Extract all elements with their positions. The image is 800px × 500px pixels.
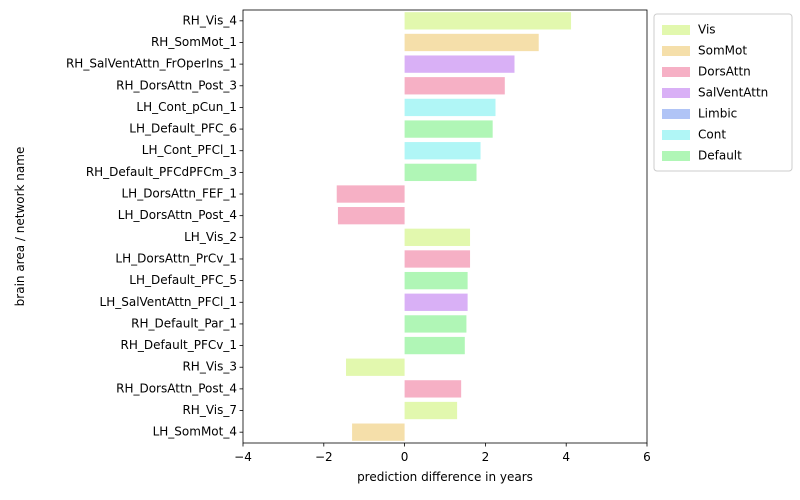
y-tick-label: LH_DorsAttn_PrCv_1 — [115, 251, 237, 265]
bar-RH_SalVentAttn_FrOperIns_1 — [404, 55, 515, 73]
y-tick-label: LH_DorsAttn_FEF_1 — [121, 187, 237, 201]
y-tick-label: RH_Default_PFCv_1 — [121, 338, 237, 352]
y-tick-label: LH_Vis_2 — [184, 230, 237, 244]
bar-RH_Vis_7 — [404, 401, 458, 420]
y-axis-ticks: RH_Vis_4 RH_SomMot_1 RH_SalVentAttn_FrOper… — [66, 13, 243, 439]
legend-label-Limbic: Limbic — [698, 107, 737, 121]
bar-LH_SomMot_4 — [352, 423, 405, 441]
y-tick-label: RH_Vis_4 — [182, 13, 237, 27]
y-tick-label: RH_SomMot_1 — [151, 35, 237, 49]
y-tick-label: RH_DorsAttn_Post_4 — [116, 381, 237, 395]
bar-RH_DorsAttn_Post_3 — [404, 77, 505, 95]
y-tick-label: LH_DorsAttn_Post_4 — [118, 208, 237, 222]
y-tick-label: LH_Cont_pCun_1 — [136, 100, 237, 114]
y-tick-label: LH_SalVentAttn_PFCl_1 — [100, 295, 237, 309]
bar-RH_Vis_3 — [346, 358, 405, 376]
x-tick-label: 0 — [401, 450, 409, 464]
x-axis-ticks: −4 −2 0 2 4 6 — [234, 443, 651, 464]
x-tick-label: −2 — [315, 450, 333, 464]
x-tick-label: 4 — [562, 450, 570, 464]
bar-RH_Default_Par_1 — [404, 315, 467, 333]
legend-label-Cont: Cont — [698, 128, 726, 142]
y-tick-label: RH_SalVentAttn_FrOperIns_1 — [66, 57, 237, 71]
legend-label-SalVentAttn: SalVentAttn — [698, 86, 768, 100]
bar-LH_Vis_2 — [404, 228, 471, 246]
bar-RH_Vis_4 — [404, 12, 572, 30]
legend-label-SomMot: SomMot — [698, 44, 747, 58]
y-tick-label: RH_Default_PFCdPFCm_3 — [86, 165, 237, 179]
bar-LH_Default_PFC_6 — [404, 120, 493, 138]
legend-label-Default: Default — [698, 149, 742, 163]
bar-RH_SomMot_1 — [404, 33, 539, 52]
y-tick-label: RH_Vis_3 — [182, 360, 237, 374]
y-tick-label: RH_Default_Par_1 — [131, 316, 237, 330]
legend-swatch-Vis — [662, 25, 690, 35]
legend-swatch-Cont — [662, 130, 690, 140]
bar-LH_Cont_pCun_1 — [404, 98, 496, 117]
legend-label-Vis: Vis — [698, 23, 716, 37]
y-axis-label: brain area / network name — [13, 147, 27, 307]
bar-LH_Cont_PFCl_1 — [404, 142, 481, 160]
y-tick-label: RH_DorsAttn_Post_3 — [116, 78, 237, 92]
bar-LH_Default_PFC_5 — [404, 271, 468, 290]
x-tick-label: 2 — [482, 450, 490, 464]
bar-RH_Default_PFCdPFCm_3 — [404, 163, 477, 182]
legend: Vis SomMot DorsAttn SalVentAttn Limbic Cont De… — [653, 13, 793, 172]
y-tick-label: LH_Cont_PFCl_1 — [142, 143, 237, 157]
y-tick-label: LH_Default_PFC_6 — [129, 122, 237, 136]
bar-LH_DorsAttn_PrCv_1 — [404, 250, 471, 268]
bar-LH_DorsAttn_Post_4 — [337, 207, 405, 225]
legend-swatch-Default — [662, 151, 690, 161]
y-tick-label: LH_Default_PFC_5 — [129, 273, 237, 287]
legend-label-DorsAttn: DorsAttn — [698, 65, 751, 79]
bar-LH_SalVentAttn_PFCl_1 — [404, 293, 468, 311]
bar-RH_DorsAttn_Post_4 — [404, 380, 462, 398]
legend-swatch-SomMot — [662, 46, 690, 56]
bars — [336, 12, 572, 441]
x-tick-label: 6 — [643, 450, 651, 464]
bar-LH_DorsAttn_FEF_1 — [336, 185, 405, 203]
legend-swatch-SalVentAttn — [662, 88, 690, 98]
y-tick-label: RH_Vis_7 — [182, 403, 237, 417]
legend-swatch-DorsAttn — [662, 67, 690, 77]
y-tick-label: LH_SomMot_4 — [153, 425, 237, 439]
bar-RH_Default_PFCv_1 — [404, 336, 465, 355]
plot-frame — [242, 9, 648, 444]
x-axis-label: prediction difference in years — [357, 470, 533, 484]
legend-swatch-Limbic — [662, 109, 690, 119]
x-tick-label: −4 — [234, 450, 252, 464]
